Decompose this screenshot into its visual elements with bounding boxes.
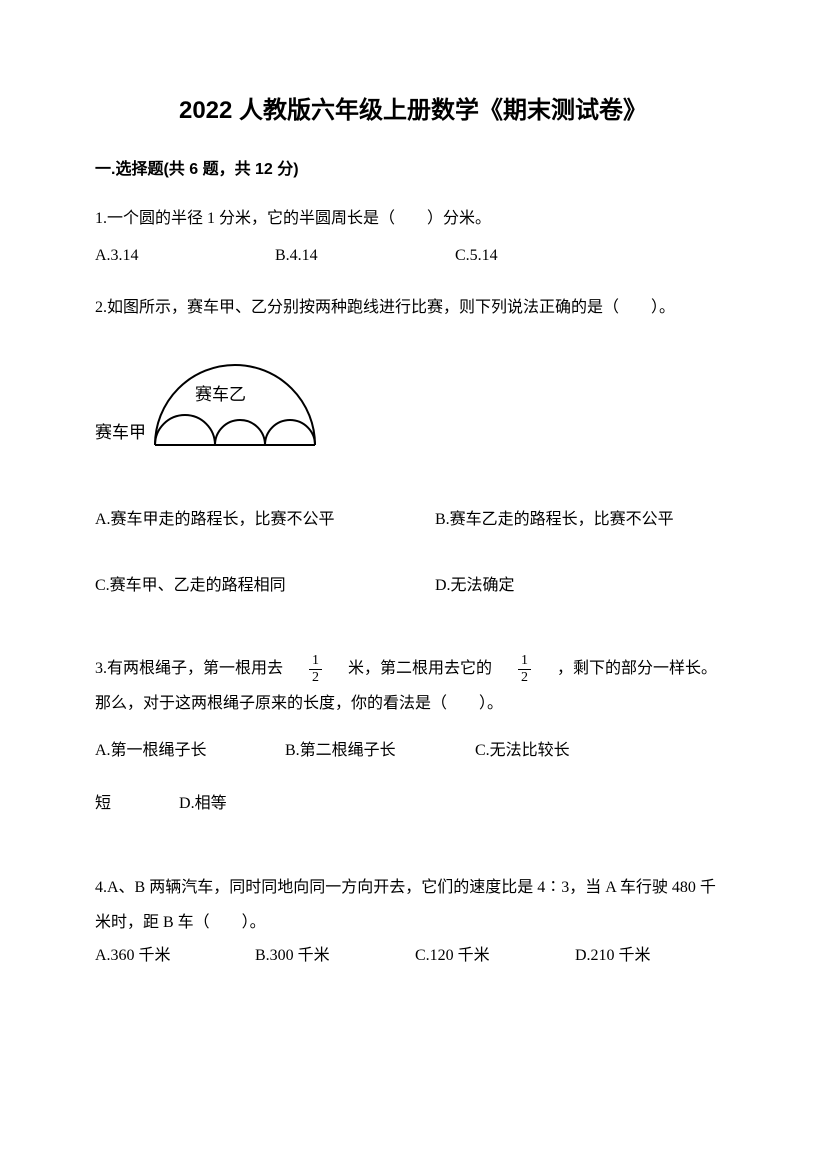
section-header: 一.选择题(共 6 题，共 12 分) bbox=[95, 155, 731, 179]
q3-part2: 米，第二根用去它的 bbox=[332, 660, 508, 677]
q3-text: 3.有两根绳子，第一根用去 1 2 米，第二根用去它的 1 2 ，剩下的部分一样… bbox=[95, 651, 731, 721]
label-yi: 赛车乙 bbox=[195, 384, 246, 404]
page-title: 2022 人教版六年级上册数学《期末测试卷》 bbox=[95, 90, 731, 125]
q3-option-c-cont: 短 bbox=[95, 795, 111, 812]
q3-fraction-1: 1 2 bbox=[309, 653, 322, 685]
label-jia: 赛车甲 bbox=[95, 422, 146, 442]
q3-frac1-num: 1 bbox=[309, 653, 322, 669]
q4-option-d: D.210 千米 bbox=[575, 940, 731, 972]
question-3: 3.有两根绳子，第一根用去 1 2 米，第二根用去它的 1 2 ，剩下的部分一样… bbox=[95, 651, 731, 822]
q2-option-a: A.赛车甲走的路程长，比赛不公平 bbox=[95, 502, 435, 537]
q3-option-b: B.第二根绳子长 bbox=[285, 733, 475, 768]
q3-options: A.第一根绳子长 B.第二根绳子长 C.无法比较长 短 D.相等 bbox=[95, 733, 731, 821]
question-4: 4.A、B 两辆汽车，同时同地向同一方向开去，它们的速度比是 4∶3，当 A 车… bbox=[95, 870, 731, 972]
q3-option-c: C.无法比较长 bbox=[475, 733, 731, 768]
q4-option-c: C.120 千米 bbox=[415, 940, 575, 972]
question-1: 1.一个圆的半径 1 分米，它的半圆周长是（ ）分米。 A.3.14 B.4.1… bbox=[95, 201, 731, 272]
q1-options: A.3.14 B.4.14 C.5.14 bbox=[95, 240, 731, 272]
q3-option-a: A.第一根绳子长 bbox=[95, 733, 285, 768]
q2-options: A.赛车甲走的路程长，比赛不公平 B.赛车乙走的路程长，比赛不公平 C.赛车甲、… bbox=[95, 502, 731, 602]
q1-option-a: A.3.14 bbox=[95, 240, 275, 272]
q3-fraction-2: 1 2 bbox=[518, 653, 531, 685]
semicircle-diagram-svg: 赛车甲 赛车乙 bbox=[95, 350, 325, 460]
q1-option-b: B.4.14 bbox=[275, 240, 455, 272]
question-2: 2.如图所示，赛车甲、乙分别按两种跑线进行比赛，则下列说法正确的是（ ）。 赛车… bbox=[95, 290, 731, 603]
q3-frac2-num: 1 bbox=[518, 653, 531, 669]
q3-option-d: D.相等 bbox=[179, 795, 227, 812]
q3-frac1-den: 2 bbox=[309, 670, 322, 685]
q4-options: A.360 千米 B.300 千米 C.120 千米 D.210 千米 bbox=[95, 940, 731, 972]
q2-option-d: D.无法确定 bbox=[435, 568, 731, 603]
q4-option-b: B.300 千米 bbox=[255, 940, 415, 972]
big-semicircle bbox=[155, 365, 315, 445]
q2-option-c: C.赛车甲、乙走的路程相同 bbox=[95, 568, 435, 603]
q3-frac2-den: 2 bbox=[518, 670, 531, 685]
small-semicircle-2 bbox=[215, 420, 265, 445]
q2-option-b: B.赛车乙走的路程长，比赛不公平 bbox=[435, 502, 731, 537]
q4-text: 4.A、B 两辆汽车，同时同地向同一方向开去，它们的速度比是 4∶3，当 A 车… bbox=[95, 870, 731, 940]
q4-option-a: A.360 千米 bbox=[95, 940, 255, 972]
q1-option-c: C.5.14 bbox=[455, 240, 635, 272]
q2-text: 2.如图所示，赛车甲、乙分别按两种跑线进行比赛，则下列说法正确的是（ ）。 bbox=[95, 290, 731, 325]
q1-text: 1.一个圆的半径 1 分米，它的半圆周长是（ ）分米。 bbox=[95, 201, 731, 236]
q3-part1: 3.有两根绳子，第一根用去 bbox=[95, 660, 299, 677]
small-semicircle-3 bbox=[265, 420, 315, 445]
q2-diagram: 赛车甲 赛车乙 bbox=[95, 350, 731, 472]
small-semicircle-1 bbox=[155, 415, 215, 445]
